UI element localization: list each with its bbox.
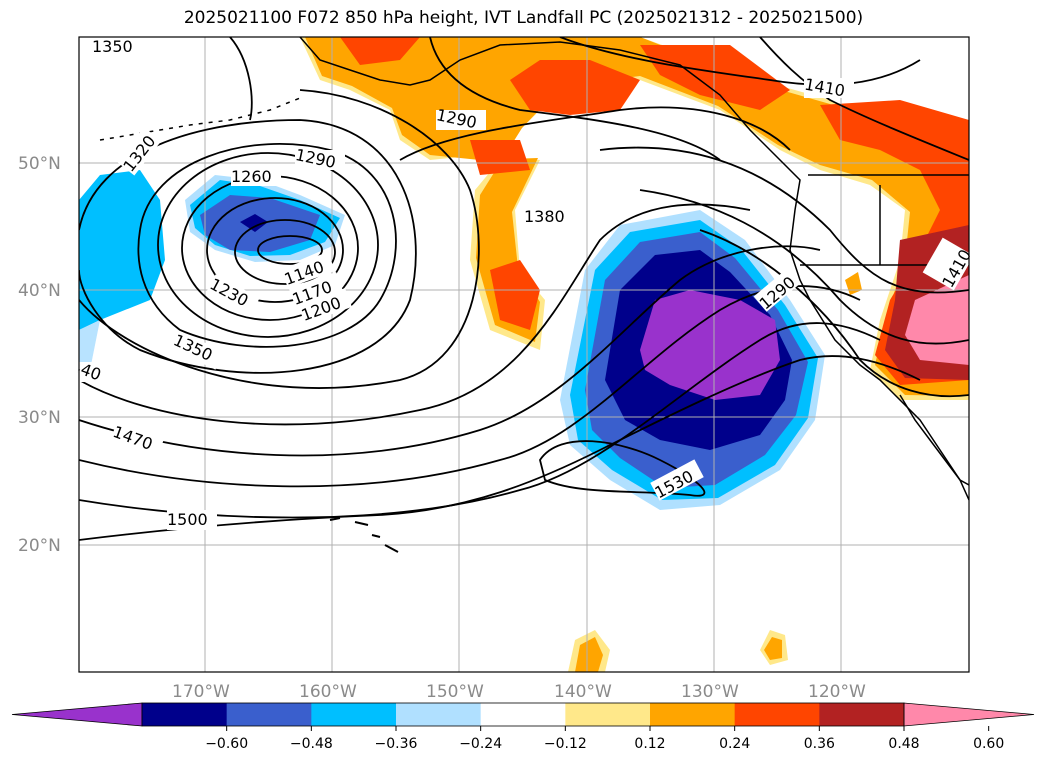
lon-label-120w: 120°W [808, 682, 866, 702]
colorbar-tick-label: −0.48 [290, 736, 333, 752]
positive-anomaly-plume-2 [340, 37, 420, 65]
negative-anomaly-central-core [640, 290, 780, 400]
colorbar-tick-label: 0.48 [888, 736, 919, 752]
alaska-coast [299, 37, 969, 501]
colorbar-tick-label: 0.36 [804, 736, 835, 752]
contour-1530 [539, 440, 706, 497]
height-contours [79, 37, 969, 541]
contour-1410-north [559, 37, 921, 86]
colorbar-segment [734, 703, 820, 726]
aleutian-islands [99, 97, 301, 141]
contour-1290-inner [137, 143, 397, 348]
colorbar-tick-label: 0.60 [973, 736, 1004, 752]
map-frame [78, 36, 970, 673]
contour-1170 [234, 219, 336, 285]
colorbar-extend-low [11, 702, 143, 727]
positive-anomaly-south-2-core [764, 637, 782, 660]
contour-1320 [79, 119, 417, 374]
colorbar-tick-label: −0.24 [459, 736, 502, 752]
lat-label-30n: 30°N [18, 408, 61, 428]
colorbar-tick-label: −0.12 [544, 736, 587, 752]
colorbar: −0.60 −0.48 −0.36 −0.24 −0.12 0.12 0.24 0.36 0.4… [11, 702, 1035, 752]
contour-north-3 [759, 37, 969, 161]
baja-coast [899, 394, 969, 486]
contour-1410-west [79, 245, 821, 457]
contour-label: 1380 [524, 207, 565, 226]
colorbar-segment [226, 703, 312, 726]
contour-1470 [79, 322, 881, 519]
positive-anomaly-south-1-core [575, 637, 603, 672]
contour-label-group: 1350 1320 1290 1290 1260 1380 1410 1410 … [59, 36, 975, 530]
lon-label-140w: 140°W [554, 682, 612, 702]
contour-1140 [257, 235, 323, 265]
contour-north-2 [429, 37, 721, 161]
contour-label: 1500 [167, 510, 208, 529]
lon-label-160w: 160°W [299, 682, 357, 702]
colorbar-extend-high [903, 702, 1035, 727]
colorbar-segment [819, 703, 905, 726]
contour-label: 1260 [231, 167, 272, 186]
positive-anomaly-small [845, 272, 862, 295]
longitude-labels: 170°W 160°W 150°W 140°W 130°W 120°W [172, 682, 866, 702]
map-title: 2025021100 F072 850 hPa height, IVT Land… [183, 8, 864, 28]
lon-label-170w: 170°W [172, 682, 230, 702]
contour-1290-east [399, 106, 791, 161]
positive-anomaly-plume-4 [640, 45, 790, 110]
latitude-labels: 50°N 40°N 30°N 20°N [18, 154, 61, 556]
contour-1380 [79, 203, 751, 426]
contour-1350 [79, 89, 480, 389]
colorbar-tick-label: −0.36 [375, 736, 418, 752]
contour-label: 1230 [207, 274, 252, 310]
colorbar-segment [142, 703, 228, 726]
lat-label-50n: 50°N [18, 154, 61, 174]
colorbar-segment [480, 703, 566, 726]
colorbar-segment [650, 703, 736, 726]
lat-label-40n: 40°N [18, 281, 61, 301]
colorbar-frame [141, 702, 905, 727]
colorbar-segment [311, 703, 397, 726]
contour-north-1 [229, 37, 253, 121]
positive-anomaly-plume-3 [510, 60, 640, 115]
contour-1500 [79, 355, 921, 541]
colorbar-segment [396, 703, 482, 726]
lon-label-150w: 150°W [426, 682, 484, 702]
hawaii-islands [329, 517, 399, 553]
negative-anomaly-low-min [240, 214, 268, 232]
contour-ridge-1 [599, 146, 969, 294]
contour-1260 [157, 152, 379, 338]
colorbar-segment [565, 703, 651, 726]
positive-anomaly-plume-7 [490, 260, 540, 330]
coastlines [99, 37, 969, 553]
contour-label: 1350 [92, 37, 133, 56]
contour-1200 [206, 197, 344, 303]
contour-ridge-2 [639, 189, 969, 345]
contour-ridge-3 [699, 229, 969, 398]
colorbar-tick-label: 0.12 [634, 736, 665, 752]
lon-label-130w: 130°W [681, 682, 739, 702]
positive-anomaly-plume-8 [470, 140, 530, 175]
lat-label-20n: 20°N [18, 536, 61, 556]
colorbar-tick-label: −0.60 [205, 736, 248, 752]
colorbar-tick-label: 0.24 [719, 736, 750, 752]
